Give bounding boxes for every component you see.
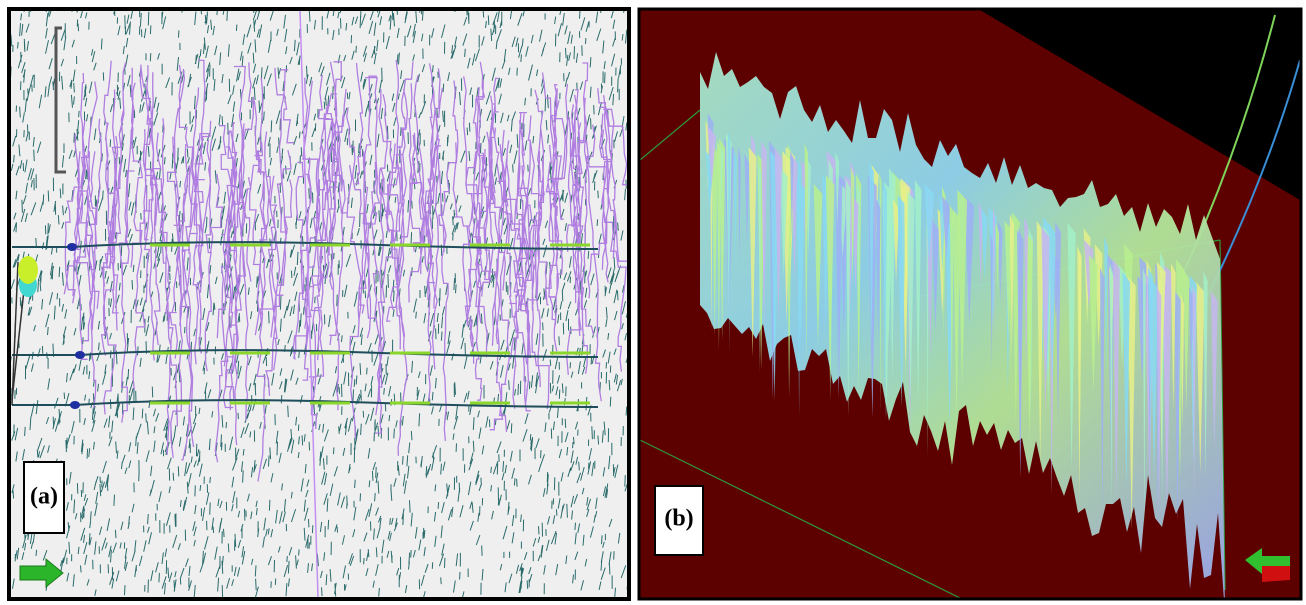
panel-b: (b) (639, 9, 1301, 605)
figure: (a) (b) (0, 0, 1306, 605)
panel-label: (b) (664, 506, 693, 532)
page: {"panels": [{"label": "(a)"}, {"label": … (0, 0, 1306, 605)
panel-a: (a) (9, 0, 639, 599)
wellhead (70, 401, 80, 409)
wellhead (67, 243, 77, 251)
well-marker (18, 256, 38, 284)
panel-a-background (10, 10, 628, 598)
panel-label: (a) (30, 484, 58, 510)
wellhead (75, 351, 85, 359)
